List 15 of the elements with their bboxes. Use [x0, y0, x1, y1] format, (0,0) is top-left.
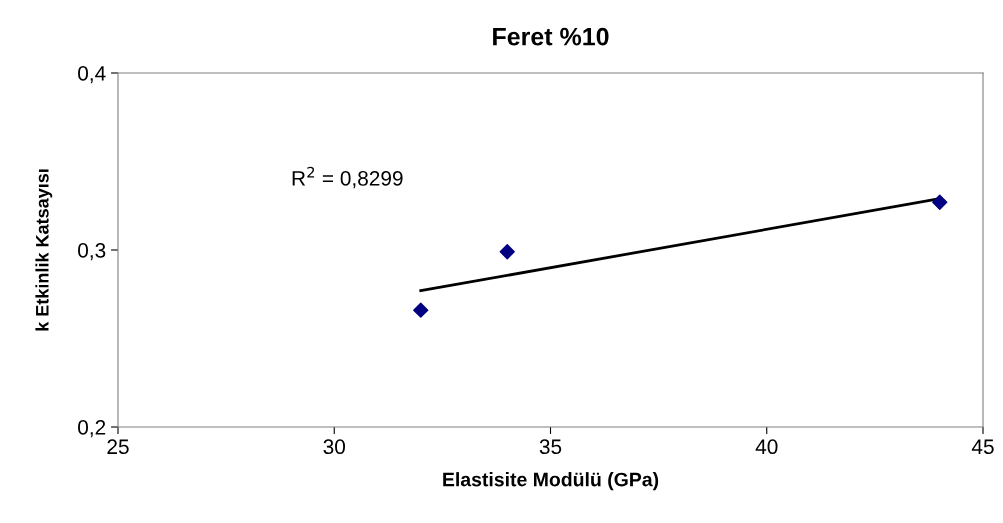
point [499, 244, 515, 260]
point [413, 302, 429, 318]
x-tick-label: 35 [539, 439, 562, 455]
x-tick-label: 45 [971, 439, 994, 455]
point [932, 194, 948, 210]
y-tick-label: 0,3 [78, 243, 106, 261]
y-tick-label: 0,4 [78, 66, 106, 84]
y-axis-title: k Etkinlik Katsayısı [35, 169, 53, 331]
x-tick-label: 30 [323, 439, 346, 455]
x-tick-label: 25 [107, 439, 129, 455]
x-tick-label: 40 [755, 439, 778, 455]
chart-title: Feret %10 [493, 27, 609, 46]
annotation: R$^{2}$ = 0,8299 [292, 166, 403, 189]
x-axis-title: Elastisite Modülü (GPa) [443, 472, 659, 491]
y-tick-label: 0,2 [78, 420, 106, 438]
